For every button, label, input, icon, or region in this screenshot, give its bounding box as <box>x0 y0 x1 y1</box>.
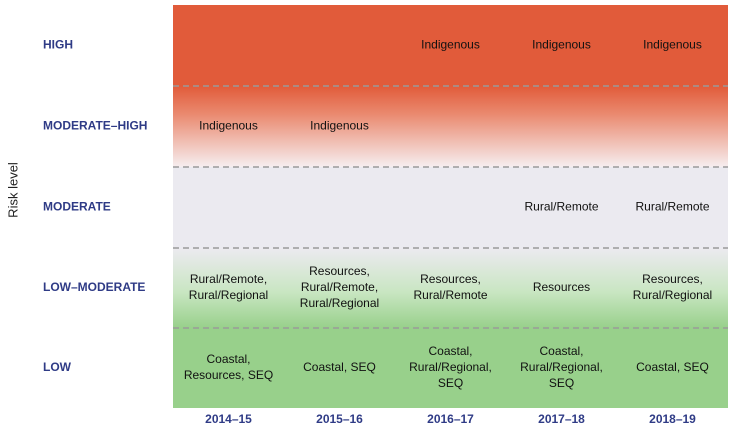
risk-level-label: MODERATE–HIGH <box>43 119 147 133</box>
cell-text: Indigenous <box>421 38 480 52</box>
risk-level-label: MODERATE <box>43 200 111 214</box>
band-low <box>173 328 728 408</box>
band-low-moderate <box>173 248 728 328</box>
cell-text: Resources <box>533 280 590 294</box>
cell-text: Rural/Regional <box>633 288 712 302</box>
cell-text: Indigenous <box>643 38 702 52</box>
cell-text: Rural/Regional, <box>409 360 492 374</box>
band-moderate <box>173 167 728 248</box>
year-label: 2016–17 <box>427 412 474 426</box>
risk-level-label: LOW–MODERATE <box>43 280 145 294</box>
cell-text: SEQ <box>549 376 574 390</box>
dividers <box>173 85 728 329</box>
year-label: 2017–18 <box>538 412 585 426</box>
cell-text: Resources, <box>309 264 370 278</box>
cell-text: Coastal, <box>206 352 250 366</box>
cell-text: Rural/Remote <box>635 200 709 214</box>
cell-text: Rural/Regional <box>189 288 268 302</box>
cell-text: Rural/Remote, <box>301 280 378 294</box>
cell-text: Rural/Remote <box>413 288 487 302</box>
cell-text: Indigenous <box>310 119 369 133</box>
risk-level-label: HIGH <box>43 38 73 52</box>
cell-text: Coastal, SEQ <box>303 360 376 374</box>
risk-level-label: LOW <box>43 360 72 374</box>
cell-text: Rural/Regional, <box>520 360 603 374</box>
cell-text: Indigenous <box>532 38 591 52</box>
cell-text: Rural/Regional <box>300 296 379 310</box>
band-moderate-high <box>173 86 728 167</box>
cell-text: Coastal, <box>539 344 583 358</box>
band-high <box>173 5 728 86</box>
cell-text: Rural/Remote <box>524 200 598 214</box>
y-axis-label: Risk level <box>5 162 20 218</box>
year-label: 2015–16 <box>316 412 363 426</box>
cell-text: Resources, SEQ <box>184 368 273 382</box>
year-label: 2018–19 <box>649 412 696 426</box>
year-label: 2014–15 <box>205 412 252 426</box>
cell-text: Resources, <box>420 272 481 286</box>
cell-text: Resources, <box>642 272 703 286</box>
cell-text: Rural/Remote, <box>190 272 267 286</box>
cell-text: Coastal, SEQ <box>636 360 709 374</box>
cell-text: Indigenous <box>199 119 258 133</box>
cell-text: SEQ <box>438 376 463 390</box>
cell-text: Coastal, <box>428 344 472 358</box>
